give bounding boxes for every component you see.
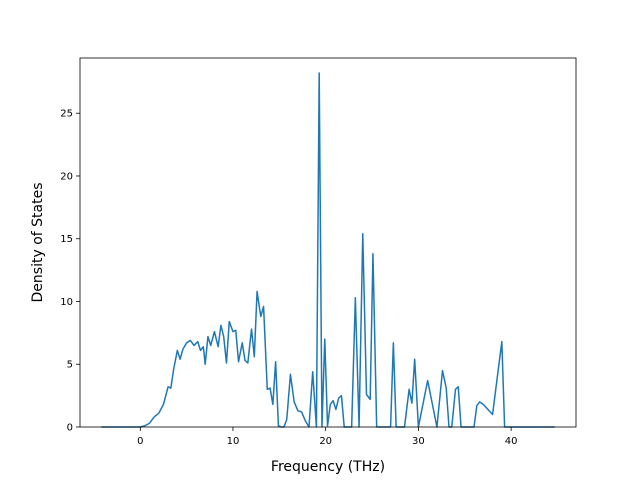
x-tick-label: 30 — [412, 436, 425, 447]
y-axis-label: Density of States — [30, 183, 46, 303]
plot-area — [101, 72, 555, 428]
x-axis-ticks: 0 10 20 30 40 — [137, 427, 517, 447]
series-line-0 — [101, 72, 555, 428]
y-tick-label: 15 — [60, 234, 73, 245]
x-tick-label: 20 — [319, 436, 332, 447]
x-tick-label: 0 — [137, 436, 143, 447]
y-axis-ticks: 0 5 10 15 20 25 — [60, 109, 80, 434]
y-tick-label: 25 — [60, 109, 73, 120]
y-tick-label: 0 — [67, 423, 73, 434]
y-tick-label: 20 — [60, 171, 73, 182]
y-tick-label: 10 — [60, 297, 73, 308]
x-tick-label: 40 — [505, 436, 518, 447]
x-tick-label: 10 — [227, 436, 240, 447]
x-axis-label: Frequency (THz) — [271, 459, 385, 475]
plot-frame — [79, 57, 577, 428]
y-tick-label: 5 — [67, 360, 73, 371]
